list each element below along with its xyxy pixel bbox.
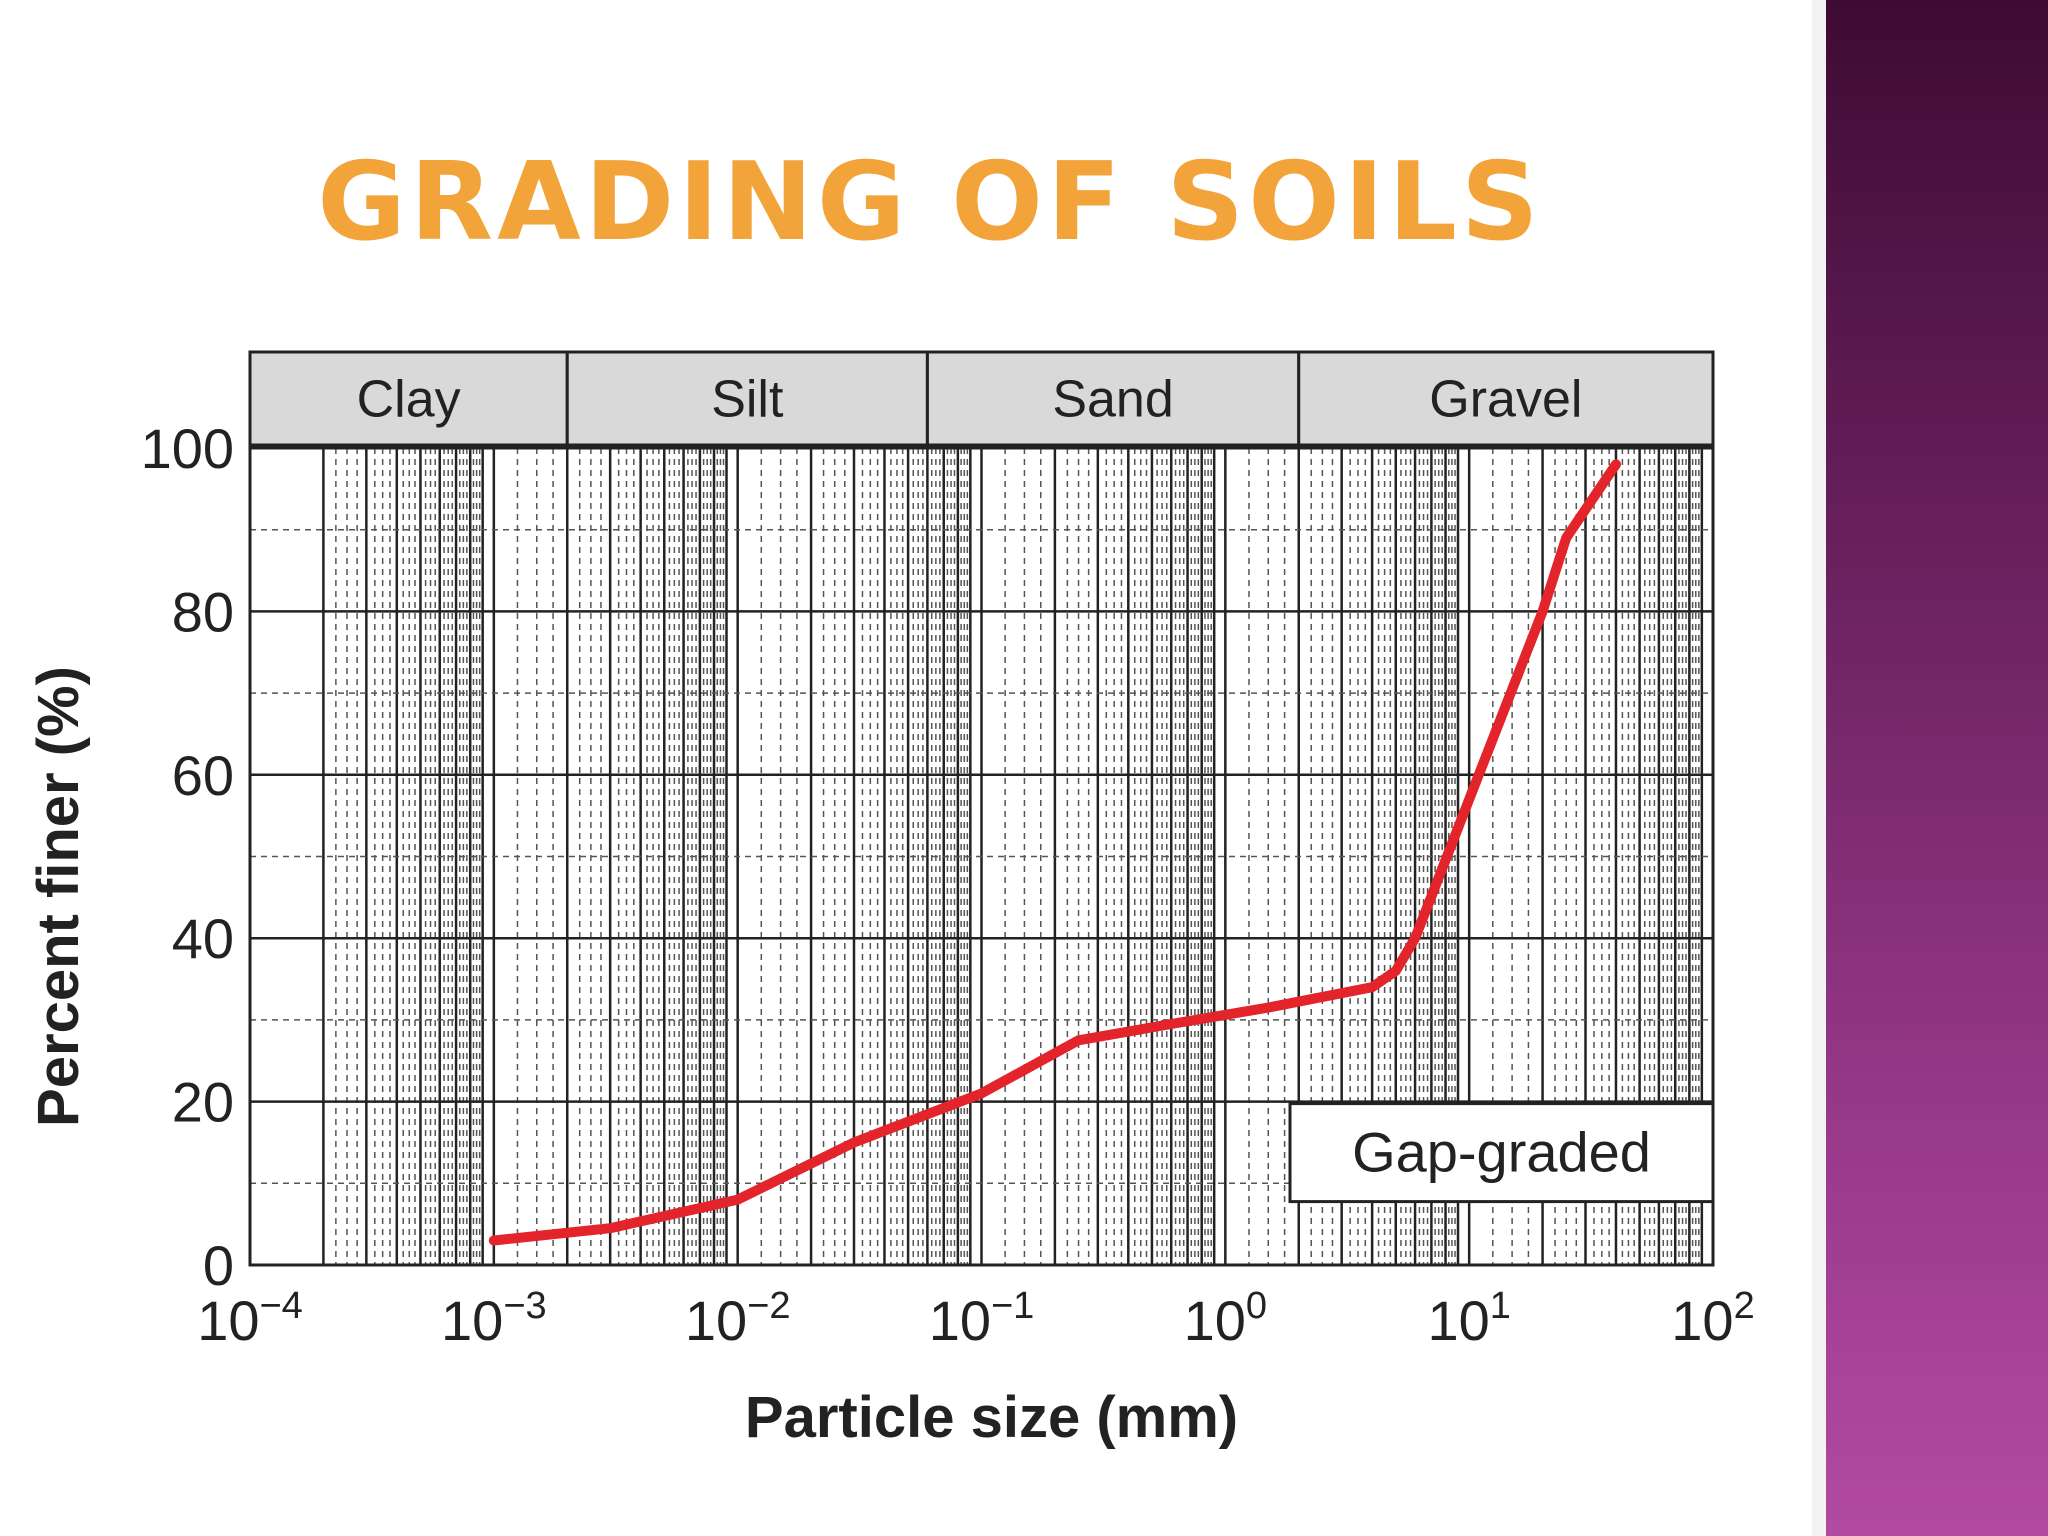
x-tick-labels: 10−4 10−3 10−2 10−1 100 101 102 [197,1285,1755,1352]
soil-class-cell [565,350,929,447]
x-tick-label: 102 [1671,1285,1754,1352]
y-tick-label: 40 [172,907,234,970]
grading-curve [488,459,1621,1246]
soil-class-label: Silt [711,371,784,429]
sidebar-edge [1812,0,1826,1536]
x-tick-label: 101 [1427,1285,1510,1352]
y-tick-label: 100 [141,417,234,480]
x-tick-label: 10−3 [441,1285,547,1352]
decorative-sidebar [1826,0,2048,1536]
y-tick-label: 0 [203,1234,234,1297]
y-tick-label: 80 [172,580,234,643]
y-tick-label: 20 [172,1071,234,1134]
soil-class-label: Sand [1052,371,1173,429]
soil-class-cell [248,350,569,447]
x-tick-label: 10−4 [197,1285,303,1352]
x-tick-label: 10−2 [685,1285,791,1352]
y-tick-labels: 0 20 40 60 80 100 [141,417,234,1297]
plot-frame [248,446,1715,1267]
soil-class-band: Clay Silt Sand Gravel [248,350,1715,447]
grading-chart: Clay Silt Sand Gravel 0 20 40 60 80 100 10−4 10−3… [26,350,1755,1450]
x-tick-label: 10−1 [929,1285,1035,1352]
x-axis-label: Particle size (mm) [745,1385,1238,1450]
gap-graded-annotation: Gap-graded [1288,1102,1715,1204]
soil-class-cell [1297,350,1715,447]
soil-class-label: Gravel [1429,371,1582,429]
annotation-label: Gap-graded [1352,1121,1651,1184]
y-axis-label: Percent finer (%) [26,666,91,1127]
y-tick-label: 60 [172,744,234,807]
soil-class-label: Clay [357,371,461,429]
annotation-box [1288,1102,1715,1204]
slide-title: GRADING OF SOILS [317,140,1543,265]
x-tick-label: 100 [1184,1285,1267,1352]
